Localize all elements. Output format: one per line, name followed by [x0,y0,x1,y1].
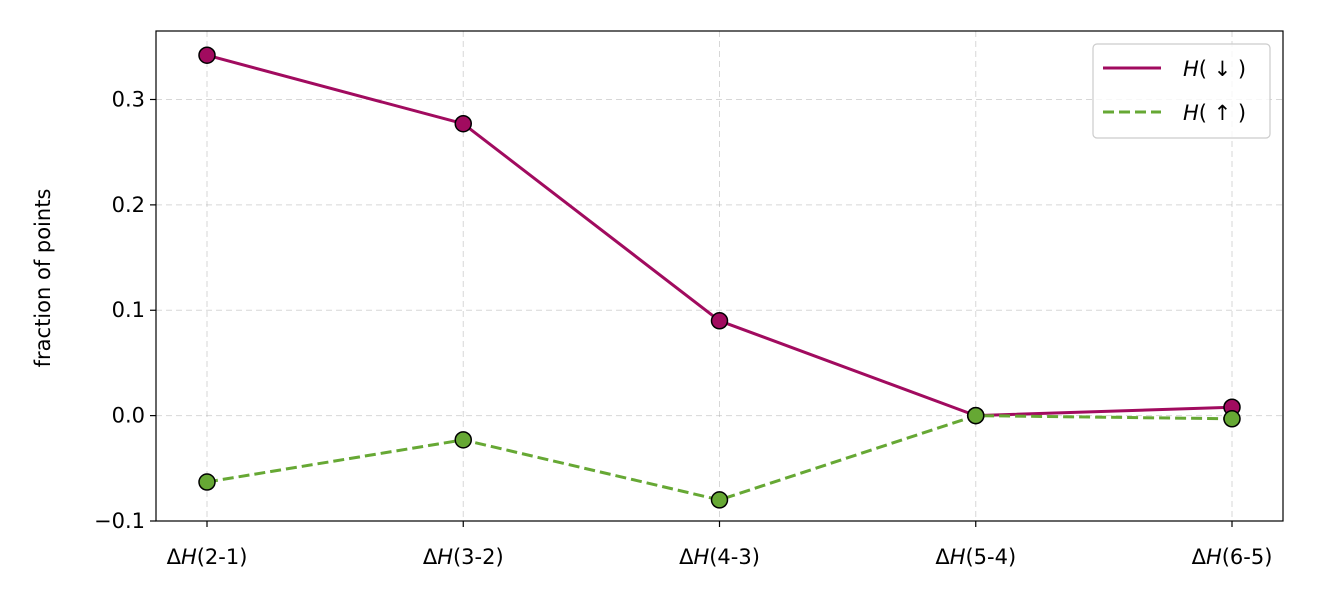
x-tick-var: H [693,545,709,569]
data-point [712,492,728,508]
y-tick-label: 0.2 [112,193,145,217]
x-tick-delta: Δ [935,545,950,569]
y-tick-label: −0.1 [94,509,145,533]
y-tick-label: 0.3 [112,87,145,111]
data-point [968,408,984,424]
legend-rest: ( ↓ ) [1199,57,1246,81]
x-tick-label: ΔH(3-2) [423,545,504,569]
x-tick-rest: (5-4) [965,545,1016,569]
x-tick-delta: Δ [167,545,182,569]
x-tick-delta: Δ [1192,545,1207,569]
y-tick-label: 0.0 [112,404,145,428]
legend-entry-label: H( ↑ ) [1183,101,1246,125]
x-tick-label: ΔH(5-4) [935,545,1016,569]
y-axis-ticks: −0.1 0.0 0.1 0.2 0.3 [94,87,156,533]
data-point [1224,411,1240,427]
x-tick-rest: (6-5) [1222,545,1273,569]
y-tick-label: 0.1 [112,298,145,322]
series-line [207,416,1232,500]
x-tick-rest: (3-2) [453,545,504,569]
x-tick-label: ΔH(6-5) [1192,545,1273,569]
y-axis-label: fraction of points [31,189,55,368]
legend-var: H [1183,57,1199,81]
x-tick-delta: Δ [423,545,438,569]
x-tick-var: H [1206,545,1222,569]
x-tick-label: ΔH(2-1) [167,545,248,569]
legend-entry-label: H( ↓ ) [1183,57,1246,81]
x-tick-var: H [181,545,197,569]
x-tick-rest: (2-1) [197,545,248,569]
legend-var: H [1183,101,1199,125]
legend-rest: ( ↑ ) [1199,101,1246,125]
data-point [199,474,215,490]
data-point [455,116,471,132]
x-tick-var: H [437,545,453,569]
x-tick-var: H [950,545,966,569]
x-tick-delta: Δ [679,545,694,569]
legend: H( ↓ )H( ↑ ) [1093,44,1270,138]
data-point [712,313,728,329]
data-point [455,432,471,448]
x-axis-ticks: ΔH(2-1) ΔH(3-2) ΔH(4-3) ΔH(5-4) ΔH(6-5) [167,521,1273,569]
x-tick-label: ΔH(4-3) [679,545,760,569]
x-tick-rest: (4-3) [709,545,760,569]
data-point [199,47,215,63]
